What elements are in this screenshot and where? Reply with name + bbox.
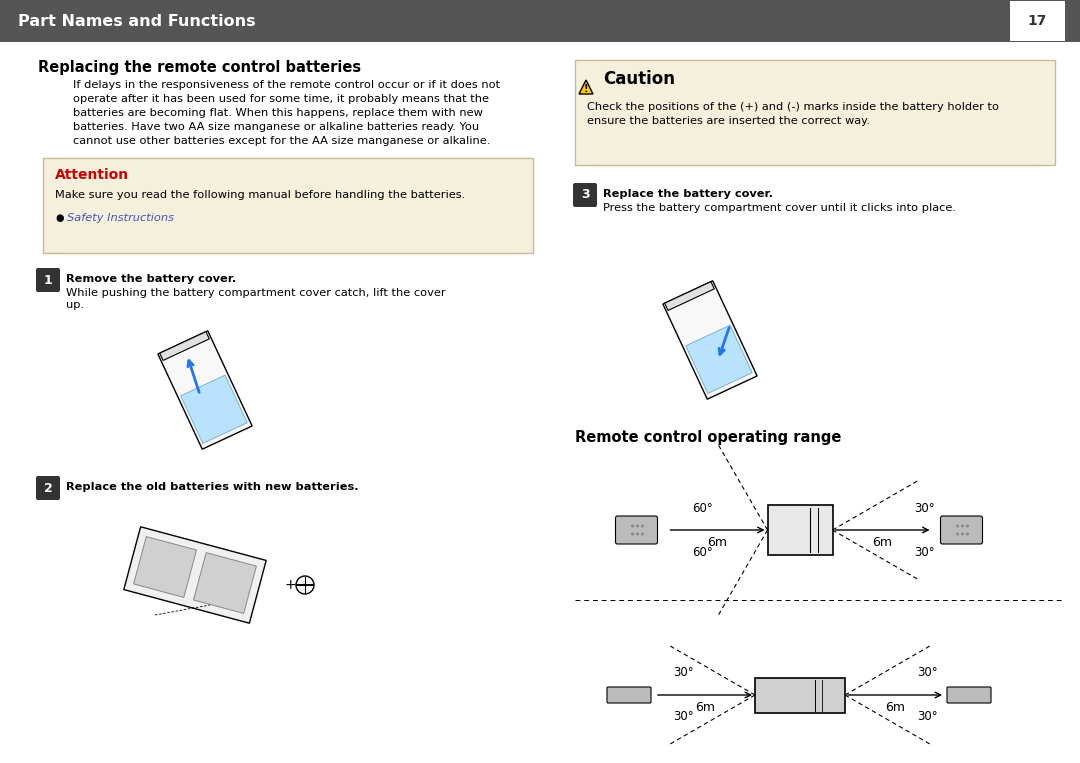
Text: Remote control operating range: Remote control operating range <box>575 430 841 445</box>
Text: Replace the old batteries with new batteries.: Replace the old batteries with new batte… <box>66 482 359 492</box>
Text: 60°: 60° <box>692 501 713 514</box>
Text: 30°: 30° <box>673 710 693 723</box>
Text: 30°: 30° <box>915 501 935 514</box>
FancyBboxPatch shape <box>1010 1 1065 41</box>
Text: Safety Instructions: Safety Instructions <box>67 213 174 223</box>
Text: Caution: Caution <box>603 70 675 88</box>
Text: up.: up. <box>66 300 84 310</box>
FancyBboxPatch shape <box>36 268 60 292</box>
FancyBboxPatch shape <box>941 516 983 544</box>
Text: 30°: 30° <box>917 667 937 680</box>
Text: Attention: Attention <box>55 168 130 182</box>
Polygon shape <box>579 80 593 94</box>
Text: cannot use other batteries except for the AA size manganese or alkaline.: cannot use other batteries except for th… <box>73 136 490 146</box>
Circle shape <box>642 533 644 536</box>
Text: 30°: 30° <box>915 546 935 559</box>
Text: Make sure you read the following manual before handling the batteries.: Make sure you read the following manual … <box>55 190 465 200</box>
Polygon shape <box>180 375 247 443</box>
Text: operate after it has been used for some time, it probably means that the: operate after it has been used for some … <box>73 94 489 104</box>
Circle shape <box>961 533 964 536</box>
Text: batteries. Have two AA size manganese or alkaline batteries ready. You: batteries. Have two AA size manganese or… <box>73 122 480 132</box>
Text: ●: ● <box>55 213 64 223</box>
Text: 6m: 6m <box>873 536 892 549</box>
Text: !: ! <box>584 84 589 94</box>
Text: 6m: 6m <box>707 536 728 549</box>
FancyBboxPatch shape <box>947 687 991 703</box>
Polygon shape <box>193 552 256 613</box>
Text: 1: 1 <box>43 273 52 286</box>
Circle shape <box>961 524 964 527</box>
Polygon shape <box>160 332 210 360</box>
Circle shape <box>966 524 969 527</box>
Polygon shape <box>124 526 266 623</box>
FancyBboxPatch shape <box>616 516 658 544</box>
Text: If delays in the responsiveness of the remote control occur or if it does not: If delays in the responsiveness of the r… <box>73 80 500 90</box>
Circle shape <box>631 524 634 527</box>
Circle shape <box>642 524 644 527</box>
Circle shape <box>636 533 639 536</box>
Text: Press the battery compartment cover until it clicks into place.: Press the battery compartment cover unti… <box>603 203 956 213</box>
Text: Replace the battery cover.: Replace the battery cover. <box>603 189 773 199</box>
FancyBboxPatch shape <box>575 60 1055 165</box>
FancyBboxPatch shape <box>573 183 597 207</box>
Polygon shape <box>134 536 197 597</box>
Text: Part Names and Functions: Part Names and Functions <box>18 14 256 28</box>
Text: Check the positions of the (+) and (-) marks inside the battery holder to: Check the positions of the (+) and (-) m… <box>588 102 999 112</box>
Text: Remove the battery cover.: Remove the battery cover. <box>66 274 237 284</box>
Text: ensure the batteries are inserted the correct way.: ensure the batteries are inserted the co… <box>588 116 869 126</box>
Circle shape <box>956 533 959 536</box>
Polygon shape <box>664 282 714 311</box>
Circle shape <box>636 524 639 527</box>
Text: 6m: 6m <box>696 701 715 714</box>
Text: 3: 3 <box>581 188 590 201</box>
Text: 2: 2 <box>43 481 52 494</box>
FancyBboxPatch shape <box>607 687 651 703</box>
Text: Replacing the remote control batteries: Replacing the remote control batteries <box>38 60 361 75</box>
FancyBboxPatch shape <box>43 158 534 253</box>
Text: 30°: 30° <box>917 710 937 723</box>
Text: While pushing the battery compartment cover catch, lift the cover: While pushing the battery compartment co… <box>66 288 446 298</box>
Text: +: + <box>284 578 296 592</box>
Text: 17: 17 <box>1027 14 1047 28</box>
FancyBboxPatch shape <box>755 678 845 713</box>
Circle shape <box>956 524 959 527</box>
Text: 60°: 60° <box>692 546 713 559</box>
FancyBboxPatch shape <box>768 505 833 555</box>
FancyBboxPatch shape <box>36 476 60 500</box>
Circle shape <box>631 533 634 536</box>
Text: 6m: 6m <box>885 701 905 714</box>
Circle shape <box>966 533 969 536</box>
FancyBboxPatch shape <box>0 0 1080 42</box>
Text: batteries are becoming flat. When this happens, replace them with new: batteries are becoming flat. When this h… <box>73 108 483 118</box>
Polygon shape <box>158 331 252 449</box>
Text: 30°: 30° <box>673 667 693 680</box>
Polygon shape <box>686 325 753 394</box>
Polygon shape <box>663 281 757 399</box>
